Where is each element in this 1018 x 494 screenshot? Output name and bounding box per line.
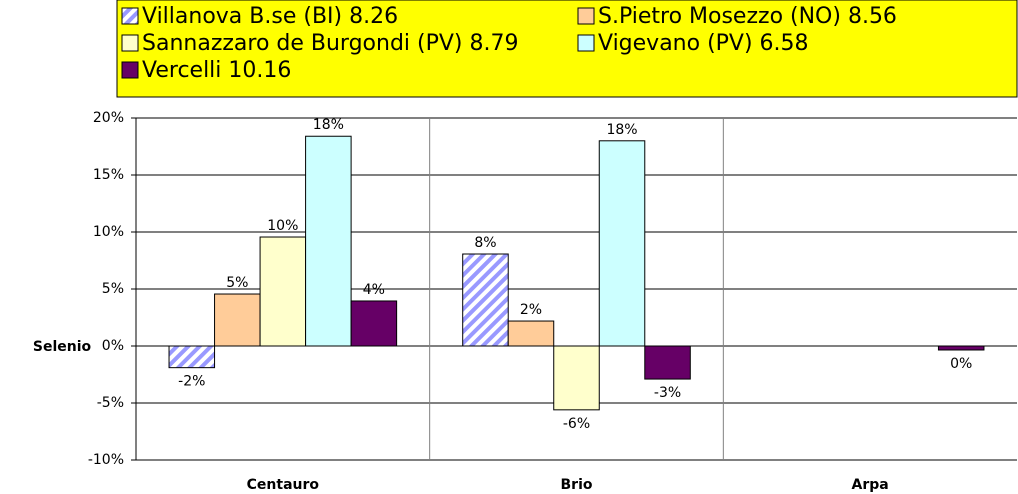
- y-tick-label: 20%: [93, 110, 124, 126]
- data-label: 18%: [606, 122, 637, 138]
- data-label: 4%: [363, 282, 385, 298]
- y-tick-label: -10%: [88, 452, 124, 468]
- bar: [168, 345, 216, 369]
- data-label: 0%: [950, 356, 972, 372]
- y-axis-label: Selenio: [33, 339, 92, 355]
- data-label: -6%: [563, 416, 590, 432]
- data-label: 5%: [226, 275, 248, 291]
- legend-swatch: [577, 34, 595, 52]
- legend-label: Villanova B.se (BI) 8.26: [142, 4, 398, 29]
- y-tick-label: 5%: [102, 281, 124, 297]
- data-label: 2%: [520, 302, 542, 318]
- bar: [553, 345, 600, 411]
- x-tick-label: Brio: [561, 477, 593, 493]
- bar: [259, 236, 307, 347]
- legend-label: Sannazzaro de Burgondi (PV) 8.79: [142, 31, 519, 56]
- bar: [598, 140, 646, 347]
- data-label: 18%: [313, 117, 344, 133]
- legend-swatch: [121, 61, 139, 79]
- y-tick-label: 15%: [93, 167, 124, 183]
- x-tick-label: Centauro: [247, 477, 320, 493]
- bar: [507, 320, 555, 347]
- legend-label: Vercelli 10.16: [142, 58, 291, 83]
- data-label: -2%: [178, 374, 205, 390]
- x-tick-label: Arpa: [852, 477, 889, 493]
- legend-box: [116, 0, 1018, 98]
- legend-swatch: [577, 7, 595, 25]
- y-tick-label: -5%: [97, 395, 124, 411]
- bar: [214, 293, 261, 347]
- bar: [937, 345, 985, 351]
- legend-swatch: [121, 7, 139, 25]
- bar: [305, 135, 352, 347]
- bar: [644, 345, 691, 380]
- y-tick-label: 10%: [93, 224, 124, 240]
- y-tick-label: 0%: [102, 338, 124, 354]
- bar: [350, 300, 398, 347]
- data-label: -3%: [654, 385, 681, 401]
- data-label: 10%: [267, 218, 298, 234]
- legend-swatch: [121, 34, 139, 52]
- legend-label: Vigevano (PV) 6.58: [598, 31, 809, 56]
- data-label: 8%: [474, 235, 496, 251]
- bar: [462, 253, 509, 347]
- legend-label: S.Pietro Mosezzo (NO) 8.56: [598, 4, 897, 29]
